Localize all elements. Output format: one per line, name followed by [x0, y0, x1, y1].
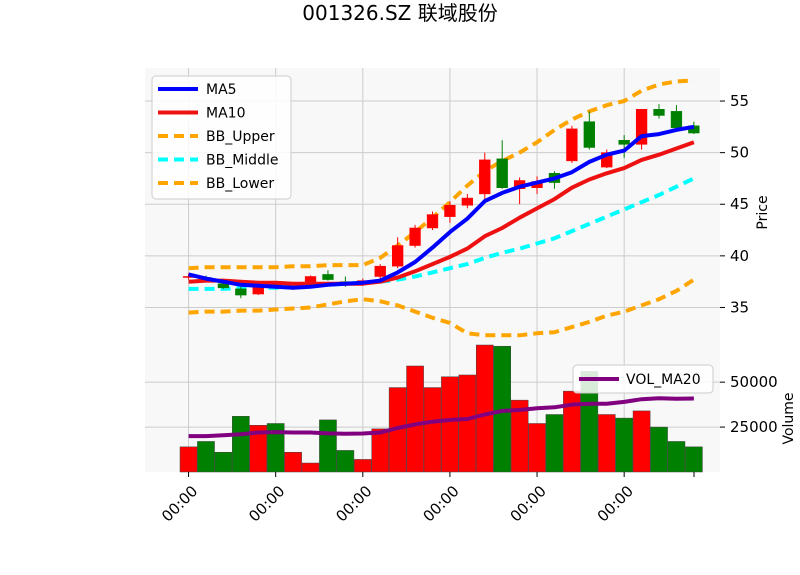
price-tick-label: 45 [730, 195, 749, 213]
x-tick-label: 00:00 [245, 482, 288, 525]
candle-body [583, 121, 595, 148]
price-legend-label: MA5 [206, 82, 237, 98]
candle-body [601, 152, 613, 168]
volume-bar [406, 365, 424, 473]
volume-bar [249, 425, 268, 473]
price-legend-label: MA10 [206, 106, 245, 122]
volume-bar [563, 390, 581, 473]
bb-upper-line [188, 78, 695, 271]
volume-bar [441, 376, 459, 473]
volume-panel: 25000 50000 Volume VOL_MA20 [145, 344, 797, 473]
candle-body [322, 274, 334, 280]
candle-body [409, 227, 421, 246]
volume-bar [650, 426, 668, 473]
volume-bar [545, 414, 564, 473]
volume-bar [301, 462, 320, 473]
candle-body [235, 288, 247, 296]
ma10-line [188, 140, 695, 286]
price-panel: 35 40 45 50 55 Price MA5 MA10 BB_Upper BB_Middl… [145, 68, 771, 357]
volume-y-ticks: 25000 50000 [720, 373, 778, 436]
volume-bar [632, 410, 651, 473]
candle-body [670, 111, 683, 129]
volume-legend: VOL_MA20 [572, 364, 714, 394]
x-tick-label: 00:00 [332, 482, 375, 525]
candle-body [479, 159, 491, 195]
volume-bar [597, 414, 616, 473]
volume-bar [354, 459, 372, 473]
x-tick-label: 00:00 [158, 482, 201, 525]
price-tick-label: 40 [730, 247, 749, 265]
volume-bar [458, 374, 477, 473]
candle-body [426, 214, 439, 229]
bb-lower-line [188, 277, 695, 338]
volume-bar [371, 428, 390, 473]
x-axis-ticks: 00:00 00:00 00:00 00:00 00:00 00:00 [158, 472, 695, 525]
price-axis-label: Price [755, 195, 771, 229]
price-tick-label: 55 [730, 92, 749, 110]
volume-bar [179, 446, 198, 473]
candle-body [618, 140, 630, 145]
volume-bar [319, 419, 337, 473]
volume-axis-label: Volume [781, 392, 797, 444]
volume-bar [615, 417, 633, 473]
price-legend-label: BB_Middle [206, 153, 278, 169]
chart-title: 001326.SZ 联域股份 [302, 1, 497, 25]
volume-bar [232, 416, 250, 473]
volume-tick-label: 25000 [730, 418, 778, 436]
x-tick-label: 00:00 [594, 482, 637, 525]
price-tick-label: 50 [730, 144, 749, 162]
volume-bar [284, 451, 302, 473]
price-legend-box [151, 75, 292, 200]
price-legend: MA5 MA10 BB_Upper BB_Middle BB_Lower [151, 75, 292, 200]
volume-bar [528, 423, 546, 473]
moving-averages [188, 124, 695, 290]
candle-body [635, 109, 648, 145]
price-y-ticks: 35 40 45 50 55 [720, 92, 749, 316]
price-legend-label: BB_Lower [206, 176, 274, 192]
volume-legend-box [572, 364, 714, 394]
candle-body [444, 205, 456, 217]
volume-legend-label: VOL_MA20 [626, 372, 701, 388]
candle-body [461, 197, 473, 206]
ma5-line [188, 124, 695, 290]
candle-body [566, 128, 578, 162]
volume-bar [685, 446, 703, 473]
candle-body [392, 245, 404, 267]
volume-bar [214, 451, 233, 473]
volume-bar [667, 441, 686, 473]
volume-bar [510, 399, 529, 473]
candle-body [304, 276, 317, 282]
candle-body [496, 158, 508, 188]
x-tick-label: 00:00 [507, 482, 550, 525]
candle-body [374, 265, 386, 277]
volume-bar [197, 441, 215, 473]
volume-bar [475, 344, 494, 473]
volume-ma-line [188, 396, 694, 439]
volume-bar [336, 450, 355, 473]
volume-bars [179, 344, 703, 473]
volume-tick-label: 50000 [730, 373, 778, 391]
price-tick-label: 35 [730, 298, 749, 316]
candle-body [653, 109, 665, 116]
volume-bar [423, 387, 442, 473]
vol-ma20-line [188, 396, 694, 439]
price-legend-label: BB_Upper [206, 129, 275, 145]
x-tick-label: 00:00 [419, 482, 462, 525]
